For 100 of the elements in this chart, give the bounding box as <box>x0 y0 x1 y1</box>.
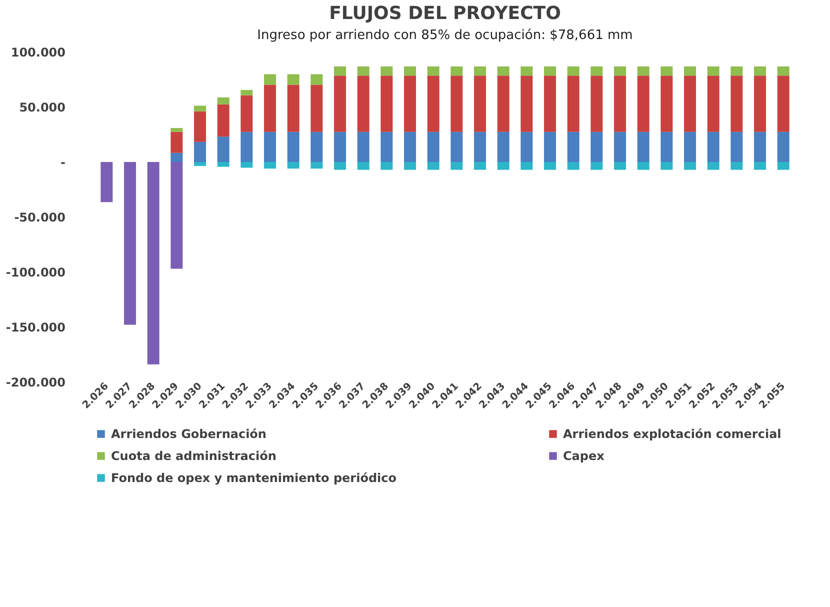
y-tick-label: 100.000 <box>10 46 66 60</box>
bar <box>497 162 510 170</box>
bar <box>590 76 603 132</box>
y-tick-label: -50.000 <box>14 210 66 224</box>
legend-label: Arriendos explotación comercial <box>563 427 782 441</box>
bar <box>614 66 626 76</box>
bar <box>684 66 696 76</box>
bar <box>777 76 790 132</box>
bar <box>310 74 323 85</box>
bar <box>100 162 113 202</box>
bar <box>427 76 440 132</box>
bar <box>264 84 276 132</box>
bar <box>404 132 416 162</box>
bar <box>404 76 416 132</box>
bar <box>217 136 230 162</box>
bar <box>684 76 696 132</box>
bar <box>217 97 230 104</box>
bar <box>287 162 300 169</box>
bar <box>334 132 346 162</box>
bar <box>567 66 580 76</box>
bar <box>240 162 253 168</box>
bar <box>357 132 370 162</box>
bar <box>380 132 393 162</box>
y-tick-label: 50.000 <box>19 100 66 114</box>
bar <box>264 162 276 169</box>
bar <box>754 132 766 162</box>
bar <box>777 132 790 162</box>
bar <box>264 132 276 162</box>
bar <box>754 76 766 132</box>
bar <box>240 95 253 132</box>
bar <box>544 66 556 76</box>
bar <box>404 162 416 170</box>
bar <box>590 162 603 170</box>
bar <box>170 132 183 153</box>
bar <box>614 162 626 170</box>
bar <box>614 76 626 132</box>
bar <box>520 162 533 170</box>
bar <box>684 132 696 162</box>
bar <box>544 132 556 162</box>
bar <box>217 104 230 137</box>
bar <box>660 132 673 162</box>
bar <box>754 66 766 76</box>
bar <box>427 132 440 162</box>
bar <box>590 66 603 76</box>
bar <box>357 162 370 170</box>
bar <box>380 66 393 76</box>
bar <box>730 132 743 162</box>
bar <box>264 74 276 85</box>
bar <box>310 162 323 169</box>
bar <box>334 162 346 170</box>
bar <box>567 76 580 132</box>
bar <box>637 162 650 170</box>
bar <box>520 132 533 162</box>
bar <box>170 162 183 269</box>
bar <box>217 162 230 167</box>
bar <box>287 132 300 162</box>
chart-title: FLUJOS DEL PROYECTO <box>329 3 561 24</box>
bar <box>147 162 160 364</box>
bar <box>380 162 393 170</box>
bar <box>777 162 790 170</box>
bar <box>614 132 626 162</box>
bar <box>450 132 463 162</box>
bar <box>730 76 743 132</box>
bar <box>170 152 183 162</box>
legend-label: Arriendos Gobernación <box>111 427 266 441</box>
bar <box>474 132 486 162</box>
bar <box>660 66 673 76</box>
bar <box>497 76 510 132</box>
y-tick-label: -150.000 <box>6 320 66 334</box>
bar <box>474 76 486 132</box>
bar <box>754 162 766 170</box>
bar <box>707 132 720 162</box>
bar <box>590 132 603 162</box>
bar <box>567 132 580 162</box>
bar <box>520 76 533 132</box>
bar <box>334 76 346 132</box>
bar <box>194 162 206 166</box>
bar <box>287 74 300 85</box>
bar <box>520 66 533 76</box>
bar <box>707 162 720 170</box>
bar <box>170 128 183 132</box>
bar <box>427 162 440 170</box>
bar <box>544 76 556 132</box>
chart-subtitle: Ingreso por arriendo con 85% de ocupación: $78,661 mm <box>257 28 633 43</box>
bar <box>777 66 790 76</box>
bar <box>450 66 463 76</box>
bar <box>194 142 206 162</box>
bar <box>544 162 556 170</box>
bar <box>287 84 300 132</box>
legend-label: Fondo de opex y mantenimiento periódico <box>111 471 397 485</box>
bar <box>497 66 510 76</box>
bar <box>730 162 743 170</box>
y-tick-label: -200.000 <box>6 376 66 390</box>
bar <box>660 162 673 170</box>
bar <box>637 66 650 76</box>
legend-label: Cuota de administración <box>111 449 276 463</box>
legend-label: Capex <box>563 449 605 463</box>
bar <box>567 162 580 170</box>
bar <box>660 76 673 132</box>
bar <box>427 66 440 76</box>
